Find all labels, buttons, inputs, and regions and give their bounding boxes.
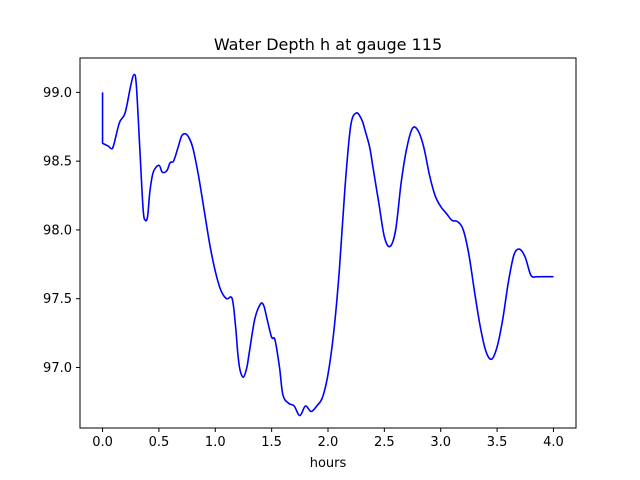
x-tick-label: 0.5 xyxy=(149,435,170,450)
x-tick-label: 4.0 xyxy=(543,435,564,450)
x-tick-label: 1.5 xyxy=(261,435,282,450)
x-tick-label: 2.5 xyxy=(374,435,395,450)
y-axis: 97.0 97.5 98.0 98.5 99.0 xyxy=(43,86,80,376)
x-tick-label: 2.0 xyxy=(318,435,339,450)
y-tick-label: 97.0 xyxy=(43,361,72,376)
plot-area: 0.0 0.5 1.0 1.5 2.0 2.5 3.0 3.5 4.0 97.0 97.5 98.0… xyxy=(43,57,577,450)
series-line-water-depth xyxy=(101,73,554,417)
x-axis-label: hours xyxy=(310,456,347,471)
y-tick-label: 97.5 xyxy=(43,292,72,307)
y-tick-label: 98.5 xyxy=(43,155,72,170)
x-tick-label: 3.5 xyxy=(487,435,508,450)
y-tick-label: 99.0 xyxy=(43,86,72,101)
x-tick-label: 3.0 xyxy=(430,435,451,450)
x-tick-label: 0.0 xyxy=(92,435,113,450)
x-tick-label: 1.0 xyxy=(205,435,226,450)
y-tick-label: 98.0 xyxy=(43,223,72,238)
x-axis: 0.0 0.5 1.0 1.5 2.0 2.5 3.0 3.5 4.0 xyxy=(92,428,564,450)
chart-title: Water Depth h at gauge 115 xyxy=(214,35,442,54)
